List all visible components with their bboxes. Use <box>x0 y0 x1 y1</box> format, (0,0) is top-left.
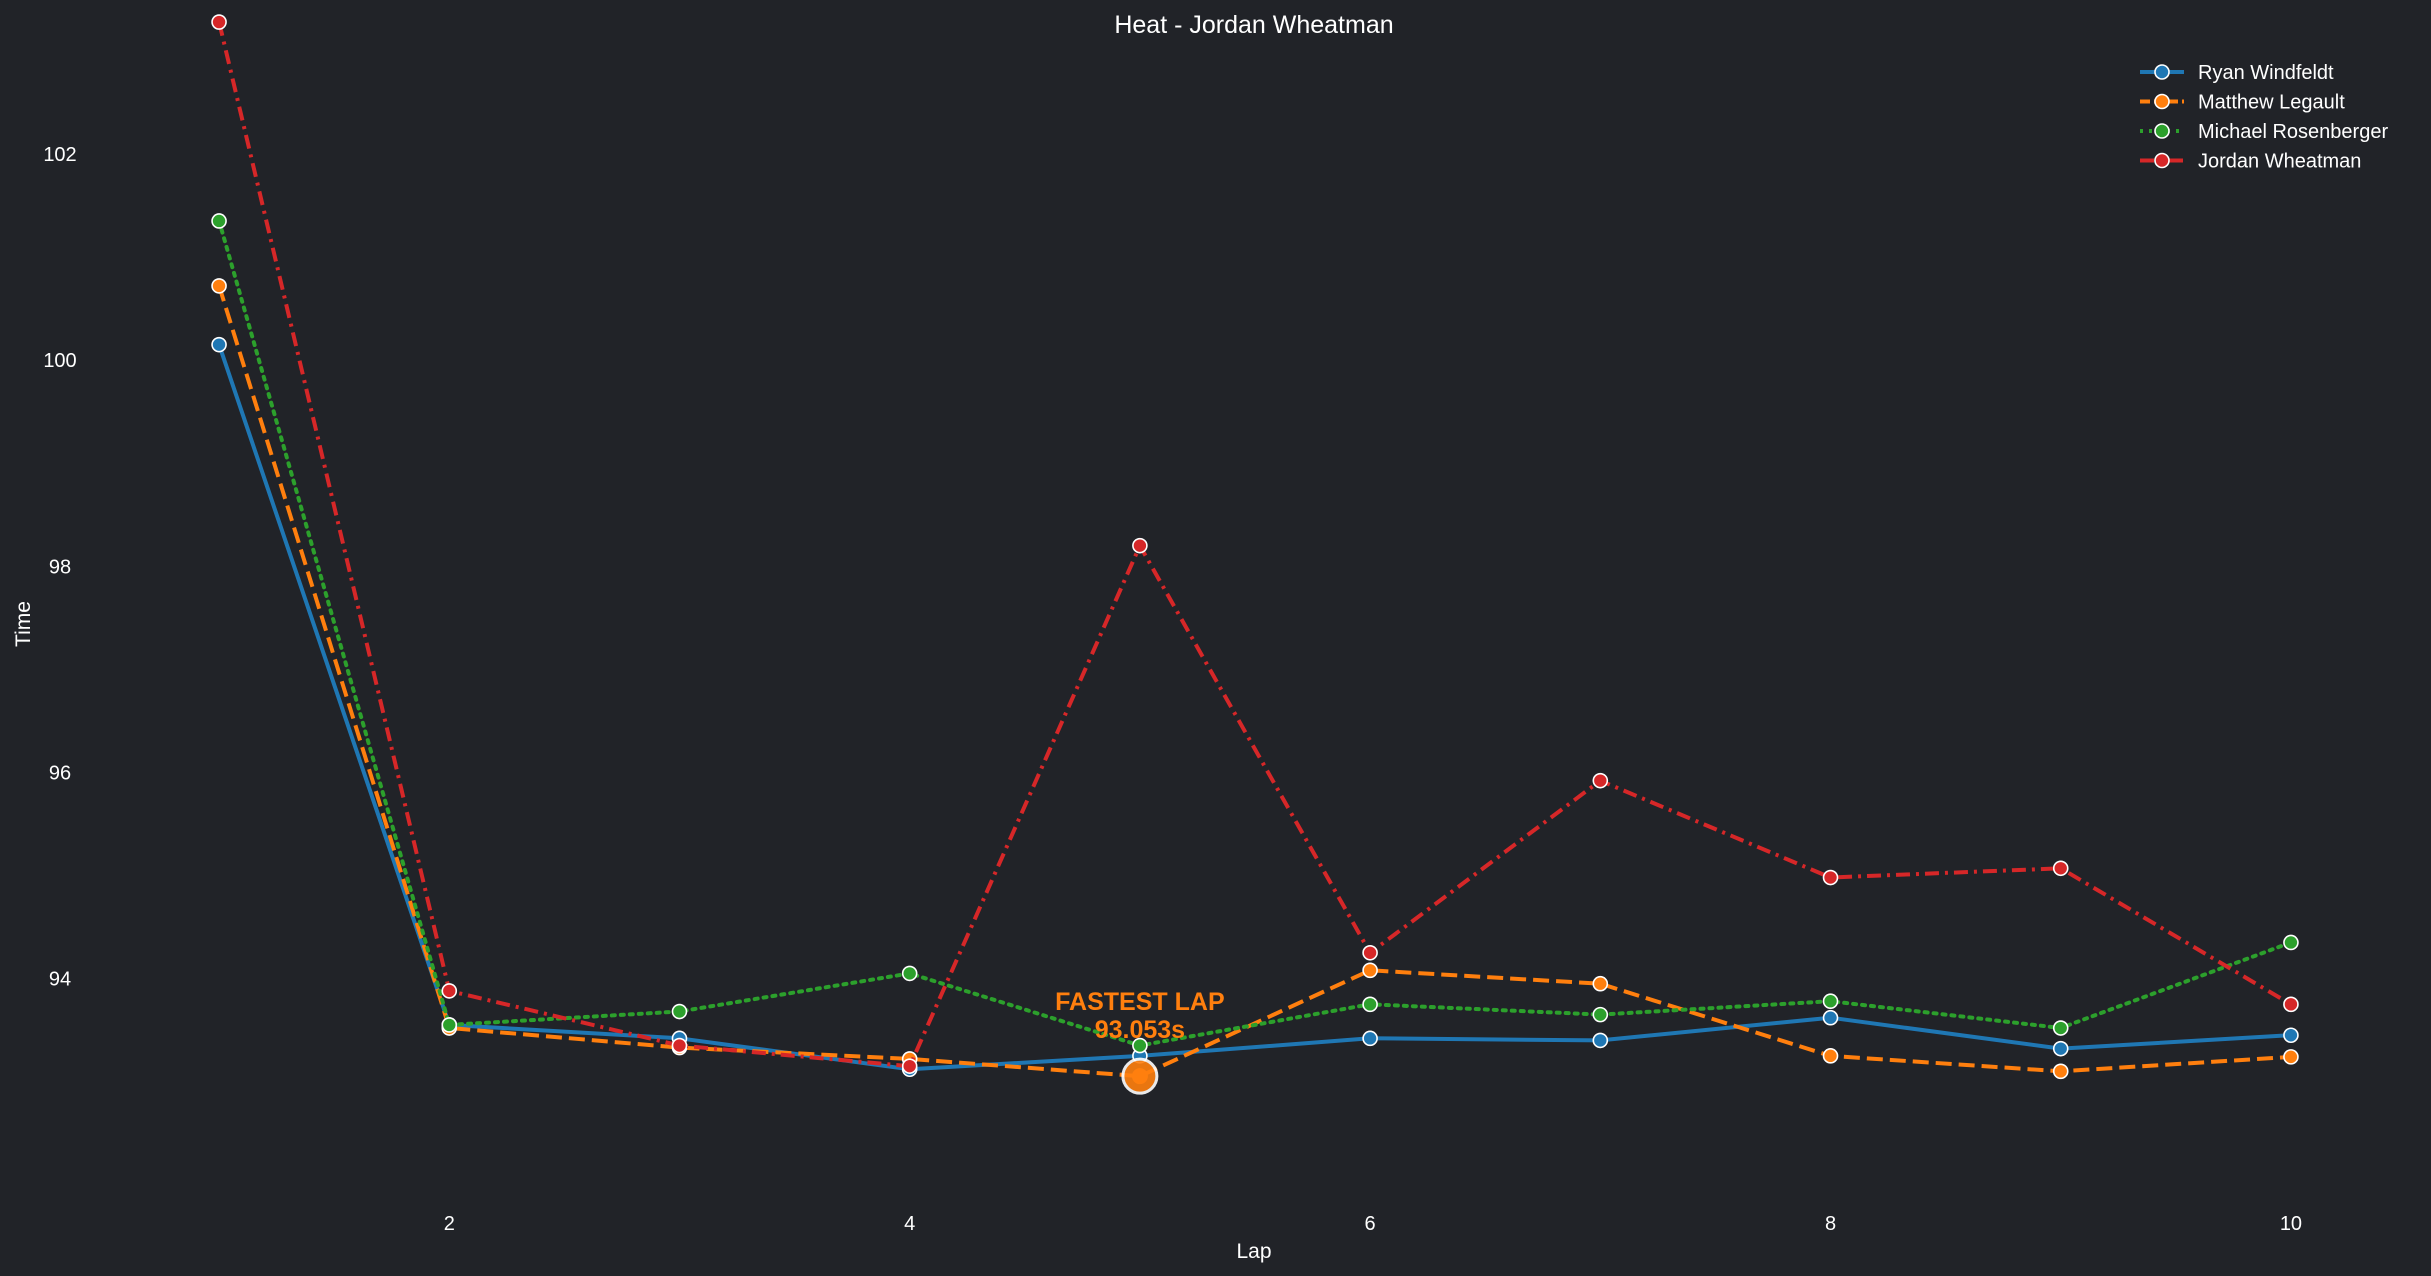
data-point <box>2052 860 2069 877</box>
data-point <box>2052 1040 2069 1057</box>
fastest-lap-time: 93.053s <box>1095 1016 1185 1044</box>
legend-item-ryan-windfeldt: Ryan Windfeldt <box>2140 62 2334 84</box>
legend-item-michael-rosenberger: Michael Rosenberger <box>2140 121 2388 143</box>
legend-marker <box>2154 64 2170 80</box>
x-tick-label: 4 <box>904 1213 915 1235</box>
data-point <box>1592 772 1609 789</box>
x-axis-title: Lap <box>1236 1240 1271 1263</box>
legend-label: Jordan Wheatman <box>2198 151 2361 173</box>
data-point <box>901 1058 918 1074</box>
data-point <box>211 278 227 294</box>
legend-label: Michael Rosenberger <box>2198 121 2388 143</box>
x-tick-label: 8 <box>1825 1213 1836 1235</box>
series-ryan-windfeldt <box>211 336 2299 1078</box>
data-point <box>1592 1032 1609 1049</box>
legend-label: Ryan Windfeldt <box>2198 62 2334 84</box>
data-point <box>671 1003 688 1020</box>
legend-item-jordan-wheatman: Jordan Wheatman <box>2140 151 2361 173</box>
series-jordan-wheatman <box>211 14 2299 1074</box>
y-tick-label: 102 <box>43 144 76 166</box>
x-tick-label: 6 <box>1365 1213 1376 1235</box>
data-point <box>1362 996 1378 1013</box>
data-point <box>1822 869 1839 886</box>
data-point <box>2052 1063 2069 1080</box>
data-point <box>1362 944 1378 961</box>
data-point <box>1822 993 1839 1010</box>
legend: Ryan Windfeldt Matthew Legault Michael Ros… <box>2140 62 2388 173</box>
legend-label: Matthew Legault <box>2198 92 2345 114</box>
legend-marker <box>2154 93 2170 110</box>
fastest-lap-marker-core <box>1131 1068 1148 1085</box>
data-point <box>1822 1009 1839 1026</box>
y-tick-label: 100 <box>43 350 76 372</box>
series-line <box>217 344 2292 1072</box>
data-point <box>1362 1030 1378 1047</box>
data-point <box>441 1017 458 1033</box>
data-point <box>671 1037 688 1054</box>
fastest-lap-label: FASTEST LAP <box>1055 988 1224 1016</box>
legend-marker <box>2154 123 2170 139</box>
x-tick-label: 10 <box>2280 1213 2302 1235</box>
series-line <box>217 21 2292 1069</box>
chart-title: Heat - Jordan Wheatman <box>1114 11 1393 39</box>
y-tick-label: 96 <box>49 762 71 784</box>
y-axis-ticks: 94 96 98 100 102 <box>43 144 76 991</box>
series-layer <box>211 14 2299 1084</box>
data-point <box>1132 1037 1148 1054</box>
series-michael-rosenberger <box>211 213 2299 1054</box>
series-line <box>217 285 2292 1079</box>
data-point <box>2283 1027 2299 1044</box>
legend-marker <box>2154 152 2170 169</box>
data-point <box>1592 1006 1609 1023</box>
data-point <box>1822 1048 1839 1064</box>
data-point <box>211 213 227 229</box>
data-point <box>901 965 918 982</box>
y-tick-label: 94 <box>49 969 71 991</box>
data-point <box>1592 975 1609 992</box>
x-tick-label: 2 <box>444 1213 455 1235</box>
y-axis-title: Time <box>12 601 35 647</box>
series-line <box>217 219 2293 1048</box>
y-tick-label: 98 <box>49 556 71 578</box>
data-point <box>1362 962 1378 979</box>
data-point <box>441 983 458 999</box>
data-point <box>1132 537 1148 554</box>
data-point <box>2052 1020 2069 1036</box>
data-point <box>211 336 227 353</box>
legend-item-matthew-legault: Matthew Legault <box>2140 92 2345 114</box>
series-matthew-legault <box>211 278 2299 1084</box>
x-axis-ticks: 2 4 6 8 10 <box>444 1213 2302 1235</box>
data-point <box>2283 996 2299 1013</box>
data-point <box>2283 1049 2299 1065</box>
data-point <box>2283 934 2299 951</box>
data-point <box>211 14 227 30</box>
